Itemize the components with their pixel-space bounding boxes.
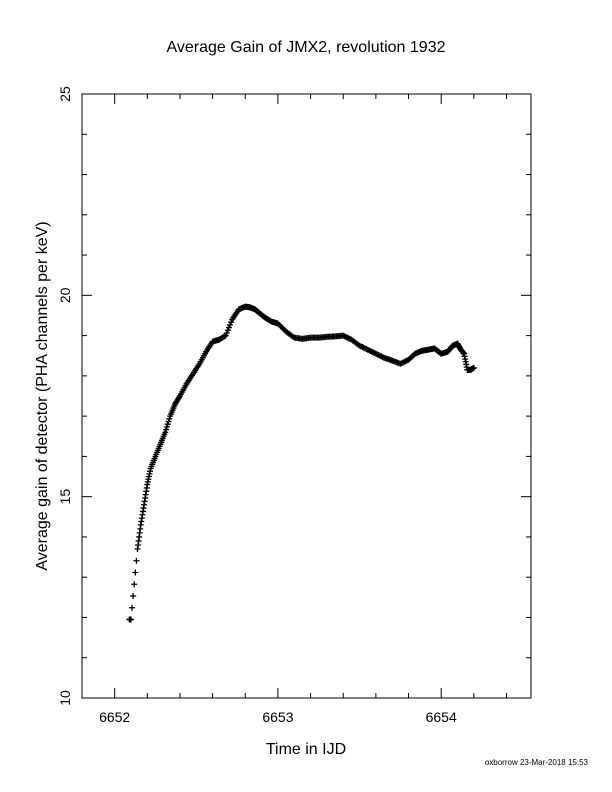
data-point [127,616,134,623]
data-points [126,303,477,623]
data-point [165,418,172,425]
y-axis-label: Average gain of detector (PHA channels p… [34,221,51,570]
data-point [130,592,137,599]
data-point [176,394,183,401]
x-tick-label: 6652 [99,709,130,725]
data-point [163,426,170,433]
axis-ticks [81,93,531,699]
data-point [163,423,170,430]
data-point [164,421,171,428]
y-tick-label: 25 [57,86,73,102]
data-point [225,324,232,331]
data-point [222,332,229,339]
data-point [162,429,169,436]
x-tick-label: 6654 [426,709,457,725]
y-tick-label: 15 [57,489,73,505]
data-point [132,569,139,576]
y-tick-label: 20 [57,287,73,303]
x-tick-label: 6653 [262,709,293,725]
axis-tick-labels: 6652 6653 6654 10 15 20 25 [57,86,457,725]
x-axis-label: Time in IJD [266,741,346,758]
data-point [166,415,173,422]
data-point [227,321,234,328]
data-point [131,581,138,588]
footer-credit: oxborrow 23-Mar-2018 15:53 [484,758,588,767]
data-point [223,329,230,336]
data-point [221,333,228,340]
data-point [224,327,231,334]
chart-title: Average Gain of JMX2, revolution 1932 [167,39,446,56]
plot-frame [81,93,532,699]
data-point [470,364,477,371]
y-tick-label: 10 [57,690,73,706]
data-point [228,319,235,326]
data-point [133,557,140,564]
data-point [129,604,136,611]
